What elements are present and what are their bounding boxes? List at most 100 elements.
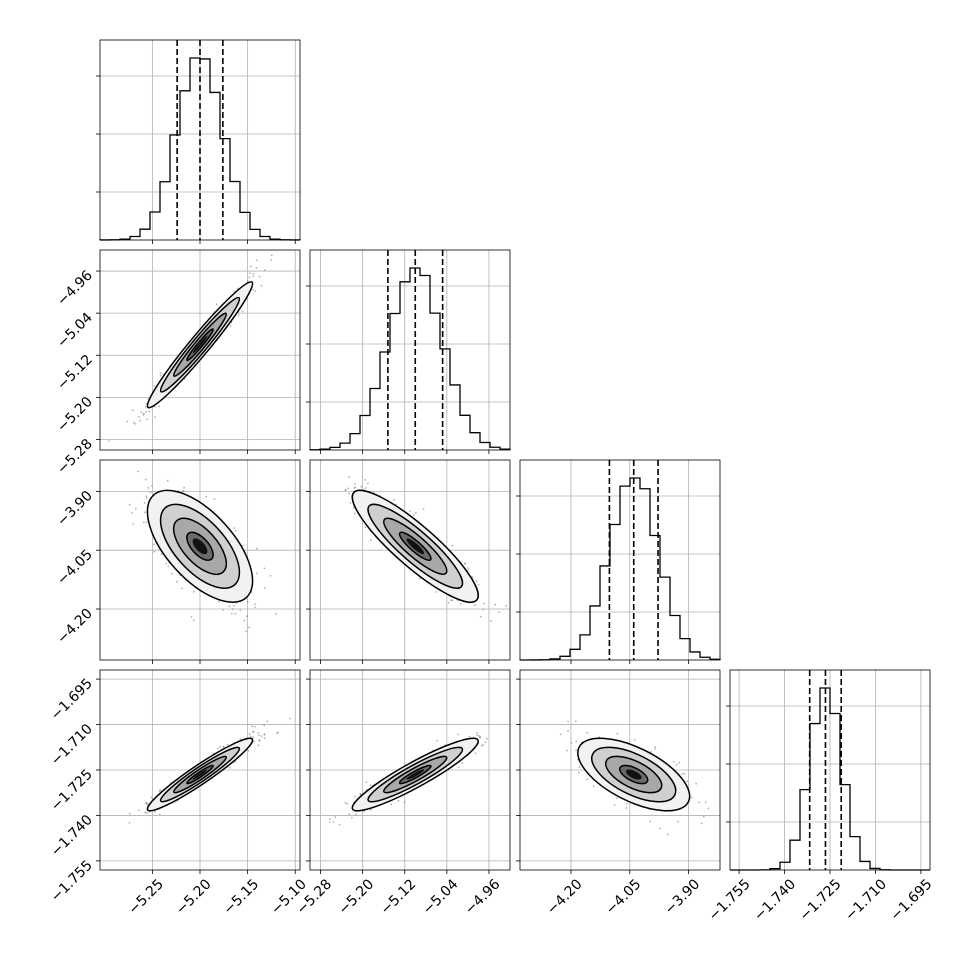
sample-point	[234, 613, 237, 615]
sample-point	[567, 720, 569, 723]
sample-point	[263, 724, 266, 727]
sample-point	[249, 265, 252, 268]
sample-point	[481, 744, 483, 747]
sample-point	[476, 734, 479, 737]
sample-point	[338, 823, 341, 826]
sample-point	[277, 731, 279, 734]
sample-point	[245, 630, 248, 633]
sample-point	[478, 735, 481, 737]
contour-line	[367, 503, 464, 589]
sample-point	[464, 562, 467, 565]
sample-point	[482, 608, 485, 611]
sample-point	[153, 810, 156, 813]
sample-point	[403, 801, 406, 804]
x-tick-label: −5.04	[420, 876, 462, 918]
sample-point	[334, 816, 337, 819]
sample-point	[575, 740, 578, 743]
x-tick-label: −1.725	[797, 876, 845, 924]
x-tick-label: −5.20	[336, 876, 378, 918]
sample-point	[700, 822, 703, 825]
x-tick-label: −1.740	[751, 876, 799, 924]
x-tick-label: −5.25	[125, 876, 167, 918]
sample-point	[239, 609, 242, 612]
sample-point	[252, 272, 255, 275]
sample-point	[151, 485, 153, 487]
contour-line	[172, 312, 228, 377]
sample-point	[450, 599, 452, 602]
histogram-panel-3	[516, 459, 721, 664]
sample-point	[252, 288, 255, 291]
sample-point	[365, 781, 368, 783]
sample-point	[252, 731, 255, 733]
x-tick-label: −1.710	[842, 876, 890, 924]
y-tick-label: −1.755	[48, 857, 96, 905]
sample-point	[254, 290, 257, 292]
sample-point	[346, 803, 349, 805]
sample-point	[257, 744, 260, 747]
y-tick-label: −1.740	[48, 812, 96, 860]
sample-point	[137, 809, 140, 811]
sample-point	[160, 553, 163, 556]
sample-point	[219, 745, 221, 748]
sample-point	[246, 280, 249, 283]
sample-point	[586, 731, 589, 734]
sample-point	[475, 580, 478, 582]
sample-point	[263, 737, 266, 740]
sample-point	[182, 489, 185, 492]
sample-point	[144, 406, 147, 408]
sample-point	[345, 489, 347, 491]
sample-point	[463, 562, 466, 565]
sample-point	[269, 574, 272, 577]
contour-line	[159, 746, 241, 803]
sample-point	[233, 527, 236, 529]
sample-point	[222, 609, 224, 611]
sample-point	[567, 730, 569, 732]
sample-point	[248, 626, 251, 629]
contour-line	[172, 755, 228, 794]
sample-point	[229, 766, 232, 769]
sample-point	[704, 801, 707, 804]
sample-point	[251, 725, 254, 728]
sample-point	[145, 521, 148, 524]
sample-point	[159, 372, 162, 374]
sample-point	[467, 567, 469, 569]
sample-point	[190, 616, 193, 618]
x-tick-label: −5.20	[173, 876, 215, 918]
sample-point	[347, 487, 350, 490]
sample-point	[234, 760, 237, 763]
sample-point	[154, 416, 156, 418]
sample-point	[348, 813, 351, 815]
sample-point	[135, 507, 137, 510]
sample-point	[245, 615, 248, 618]
sample-point	[365, 487, 367, 489]
sample-point	[167, 565, 170, 568]
contour-line	[618, 764, 649, 785]
sample-point	[139, 419, 141, 422]
sample-point	[263, 733, 266, 736]
sample-point	[344, 489, 347, 491]
sample-point	[143, 412, 145, 415]
sample-point	[218, 600, 220, 603]
sample-point	[422, 508, 425, 510]
sample-point	[258, 275, 261, 278]
sample-point	[275, 612, 277, 615]
density-peak	[192, 335, 208, 354]
sample-point	[289, 717, 292, 720]
sample-point	[353, 512, 356, 515]
sample-point	[276, 732, 278, 735]
sample-point	[107, 440, 110, 442]
sample-point	[451, 544, 454, 547]
sample-point	[483, 602, 486, 605]
sample-point	[666, 833, 669, 836]
density-peak	[406, 538, 425, 555]
sample-point	[479, 736, 481, 739]
sample-point	[222, 745, 225, 748]
contour-line	[398, 764, 432, 785]
y-tick-label: −3.90	[54, 488, 96, 530]
contour-line	[146, 489, 254, 603]
histogram-panel-1	[96, 39, 301, 244]
sample-point	[234, 530, 237, 532]
sample-point	[703, 815, 705, 818]
sample-point	[649, 820, 651, 823]
